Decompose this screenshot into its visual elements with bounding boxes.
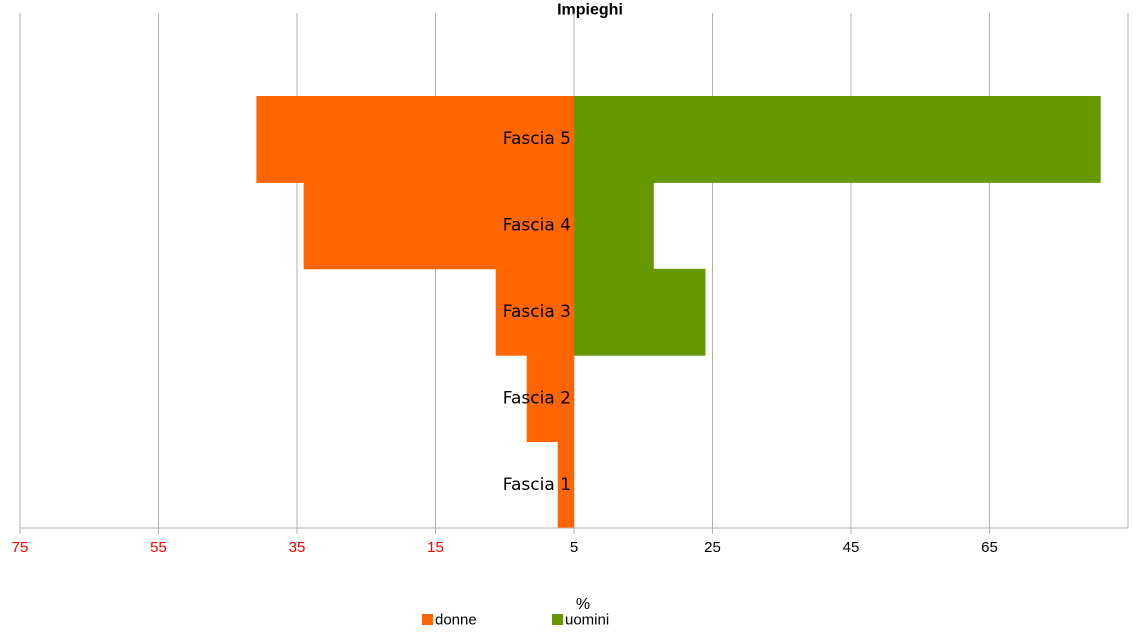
x-tick-label: 65 xyxy=(981,539,998,556)
category-label: Fascia 5 xyxy=(503,129,571,149)
x-axis: 75 55 35 15 5 25 45 65 xyxy=(12,527,1128,556)
bar-donne xyxy=(495,268,574,356)
bar-uomini xyxy=(574,96,1101,183)
bar-uomini xyxy=(574,268,706,356)
x-axis-label: % xyxy=(576,596,590,613)
legend-swatch-donne xyxy=(422,614,433,625)
bars xyxy=(256,96,1101,529)
bar-donne xyxy=(557,441,574,529)
category-label: Fascia 3 xyxy=(503,302,571,322)
category-label: Fascia 1 xyxy=(503,475,571,495)
bar-donne xyxy=(303,182,574,270)
chart-title: Impieghi xyxy=(557,1,623,18)
legend-swatch-uomini xyxy=(552,614,563,625)
x-tick-label: 15 xyxy=(427,539,444,556)
x-tick-label: 5 xyxy=(570,539,578,556)
category-label: Fascia 2 xyxy=(503,388,571,408)
x-tick-label: 45 xyxy=(843,539,860,556)
x-tick-label: 75 xyxy=(12,539,29,556)
x-tick-label: 55 xyxy=(150,539,167,556)
legend: donne uomini xyxy=(422,612,609,629)
bar-donne xyxy=(256,96,574,183)
bar-uomini xyxy=(574,182,654,270)
x-tick-label: 35 xyxy=(289,539,306,556)
category-labels: Fascia 5 Fascia 4 Fascia 3 Fascia 2 Fascia 1 xyxy=(503,129,571,495)
legend-label-donne: donne xyxy=(435,612,477,629)
legend-label-uomini: uomini xyxy=(565,612,609,629)
x-tick-label: 25 xyxy=(704,539,721,556)
category-label: Fascia 4 xyxy=(503,216,571,236)
bar-donne xyxy=(526,355,574,443)
